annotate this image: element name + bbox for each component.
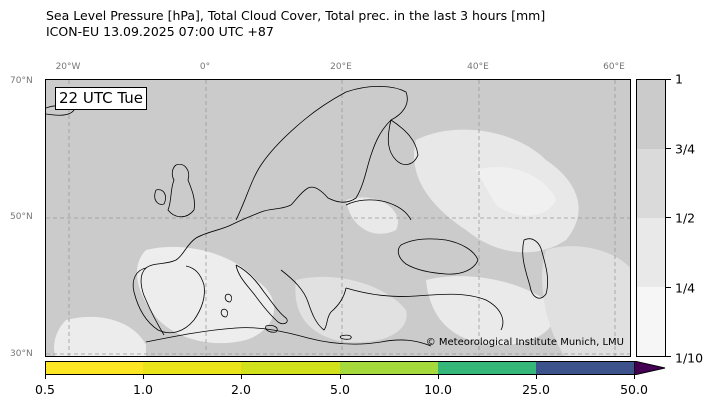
precip-tick	[241, 375, 242, 379]
precip-label-50: 50.0	[620, 382, 648, 397]
title-line-1: Sea Level Pressure [hPa], Total Cloud Co…	[46, 8, 546, 23]
cloud-seg-three-quarter	[637, 149, 665, 218]
lon-label-60e: 60°E	[603, 62, 625, 72]
precip-label-1: 1.0	[133, 382, 153, 397]
precip-tick	[438, 375, 439, 379]
cloud-label-3-4: 3/4	[675, 141, 696, 157]
precip-label-0-5: 0.5	[35, 382, 55, 397]
graticule	[46, 80, 630, 356]
chart-title: Sea Level Pressure [hPa], Total Cloud Co…	[46, 8, 545, 40]
precip-label-5: 5.0	[330, 382, 350, 397]
lat-label-70n: 70°N	[10, 76, 33, 86]
cloud-seg-full	[637, 80, 665, 149]
lon-label-0: 0°	[199, 62, 211, 72]
cloud-label-1-10: 1/10	[675, 350, 704, 366]
cloud-seg-half	[637, 218, 665, 287]
precip-label-25: 25.0	[522, 382, 550, 397]
coastlines	[46, 85, 549, 347]
lon-label-20w: 20°W	[55, 62, 81, 72]
precip-label-2: 2.0	[231, 382, 251, 397]
weather-map: 22 UTC Tue © Meteorological Institute Mu…	[45, 79, 631, 357]
cloud-tick	[666, 148, 671, 149]
precip-extend-arrow	[634, 361, 666, 375]
precip-seg-1	[143, 361, 241, 375]
title-line-2: ICON-EU 13.09.2025 07:00 UTC +87	[46, 24, 274, 39]
cloud-tick	[666, 356, 671, 357]
valid-time-label: 22 UTC Tue	[55, 87, 147, 110]
precip-seg-2	[241, 361, 340, 375]
lat-label-50n: 50°N	[10, 212, 33, 222]
precip-tick	[143, 375, 144, 379]
precip-seg-10	[438, 361, 536, 375]
clear-sky-patches	[54, 129, 630, 356]
precip-colorbar-frame	[45, 361, 635, 375]
cloud-seg-quarter	[637, 287, 665, 356]
cloud-label-1-2: 1/2	[675, 210, 696, 226]
precip-tick	[634, 375, 635, 379]
precip-tick	[536, 375, 537, 379]
precip-seg-5	[340, 361, 438, 375]
cloud-tick	[666, 79, 671, 80]
cloud-label-1: 1	[675, 71, 683, 87]
cloud-tick	[666, 217, 671, 218]
cloud-cover-colorbar	[636, 79, 666, 357]
precip-tick	[45, 375, 46, 379]
map-canvas	[46, 80, 630, 356]
precip-seg-25	[536, 361, 635, 375]
lon-label-40e: 40°E	[467, 62, 489, 72]
precip-seg-0-5	[45, 361, 143, 375]
lat-label-30n: 30°N	[10, 349, 33, 359]
cloud-tick	[666, 287, 671, 288]
precip-tick	[340, 375, 341, 379]
cloud-label-1-4: 1/4	[675, 280, 696, 296]
credit-text: © Meteorological Institute Munich, LMU	[425, 337, 624, 348]
precip-label-10: 10.0	[424, 382, 452, 397]
lon-label-20e: 20°E	[330, 62, 352, 72]
precip-colorbar	[45, 361, 635, 375]
